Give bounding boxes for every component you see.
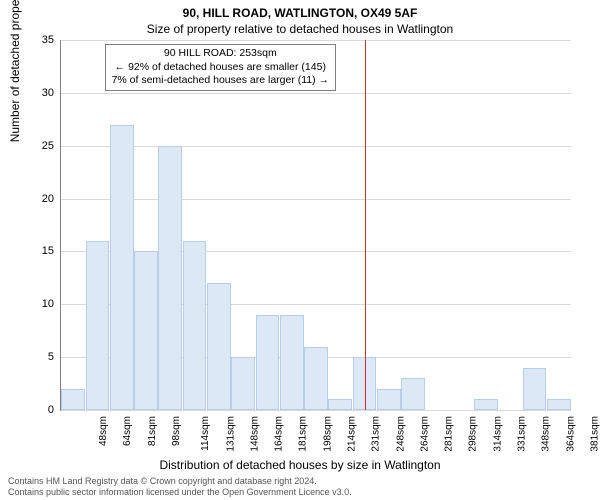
footer-line-2: Contains public sector information licen… (8, 487, 352, 498)
bar (86, 241, 110, 410)
x-tick-label: 114sqm (200, 416, 211, 451)
x-tick-label: 381sqm (589, 416, 600, 452)
y-tick-label: 20 (24, 193, 54, 205)
x-tick-label: 281sqm (444, 416, 455, 452)
bar (377, 389, 401, 410)
x-tick-label: 81sqm (147, 416, 158, 446)
annotation-line-1: 90 HILL ROAD: 253sqm (112, 47, 330, 61)
x-axis-title: Distribution of detached houses by size … (0, 458, 600, 472)
x-tick-label: 64sqm (122, 416, 133, 446)
bars-group (61, 40, 571, 410)
chart-container: 90, HILL ROAD, WATLINGTON, OX49 5AF Size… (0, 0, 600, 500)
x-tick-label: 348sqm (541, 416, 552, 452)
x-tick-label: 164sqm (274, 416, 285, 452)
x-tick-label: 214sqm (347, 416, 358, 452)
bar (110, 125, 134, 410)
x-tick-label: 298sqm (468, 416, 479, 452)
y-tick-label: 15 (24, 245, 54, 257)
y-axis-title: Number of detached properties (8, 0, 22, 142)
annotation-line-2: ← 92% of detached houses are smaller (14… (112, 61, 330, 75)
bar (523, 368, 547, 410)
x-tick-label: 231sqm (371, 416, 382, 452)
y-tick-label: 0 (24, 404, 54, 416)
bar (207, 283, 231, 410)
ref-line (365, 40, 366, 410)
x-tick-label: 98sqm (171, 416, 182, 446)
y-tick-label: 10 (24, 298, 54, 310)
x-tick-label: 314sqm (492, 416, 503, 452)
bar (231, 357, 255, 410)
bar (61, 389, 85, 410)
annotation-line-3: 7% of semi-detached houses are larger (1… (112, 74, 330, 88)
y-tick-label: 5 (24, 351, 54, 363)
plot-area: 90 HILL ROAD: 253sqm ← 92% of detached h… (60, 40, 571, 411)
y-tick-label: 35 (24, 34, 54, 46)
y-tick-label: 25 (24, 140, 54, 152)
bar (547, 399, 571, 410)
x-tick-label: 264sqm (419, 416, 430, 452)
x-tick-label: 48sqm (98, 416, 109, 446)
annotation-box: 90 HILL ROAD: 253sqm ← 92% of detached h… (105, 44, 337, 91)
bar (304, 347, 328, 410)
footer-line-1: Contains HM Land Registry data © Crown c… (8, 476, 352, 487)
x-tick-label: 248sqm (395, 416, 406, 452)
bar (328, 399, 352, 410)
chart-title-sub: Size of property relative to detached ho… (0, 22, 600, 36)
bar (401, 378, 425, 410)
grid-line (61, 410, 571, 411)
x-tick-label: 198sqm (322, 416, 333, 452)
x-tick-label: 181sqm (298, 416, 309, 452)
x-tick-label: 331sqm (517, 416, 528, 452)
bar (183, 241, 207, 410)
y-tick-label: 30 (24, 87, 54, 99)
bar (134, 251, 158, 410)
x-tick-label: 364sqm (565, 416, 576, 452)
x-tick-label: 131sqm (225, 416, 236, 452)
chart-title-main: 90, HILL ROAD, WATLINGTON, OX49 5AF (0, 6, 600, 20)
bar (474, 399, 498, 410)
x-tick-label: 148sqm (249, 416, 260, 452)
bar (280, 315, 304, 410)
bar (256, 315, 280, 410)
footer-attribution: Contains HM Land Registry data © Crown c… (8, 476, 352, 498)
bar (158, 146, 182, 410)
